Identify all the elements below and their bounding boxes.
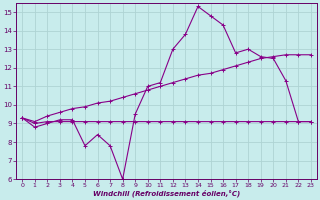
X-axis label: Windchill (Refroidissement éolien,°C): Windchill (Refroidissement éolien,°C)	[93, 190, 240, 197]
